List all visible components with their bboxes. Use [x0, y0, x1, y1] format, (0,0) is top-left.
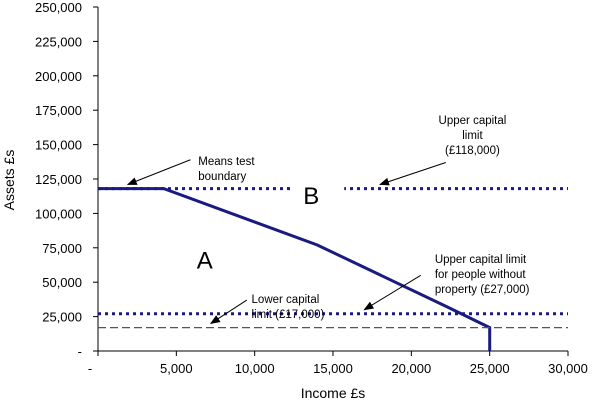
- x-tick-label: -: [88, 361, 92, 376]
- annotation-label: property (£27,000): [435, 284, 530, 296]
- y-tick-label: 175,000: [35, 103, 82, 118]
- annotation-label: Upper capital limit: [435, 254, 527, 266]
- annotation-label: boundary: [198, 171, 246, 183]
- annotation-label: limit: [462, 130, 483, 142]
- annotation-arrow: [363, 274, 421, 311]
- annotation-label: limit (£17,000): [252, 309, 325, 321]
- y-axis-title: Assets £s: [1, 150, 17, 211]
- annotation-arrow: [209, 299, 248, 325]
- annotation-label: for people without: [435, 269, 527, 281]
- y-tick-label: 225,000: [35, 34, 82, 49]
- series-layer: [98, 187, 568, 351]
- x-tick-label: 25,000: [470, 361, 510, 376]
- x-tick-label: 10,000: [235, 361, 275, 376]
- annotation-label: Lower capital: [252, 294, 320, 306]
- annotation-label: Upper capital: [439, 115, 507, 127]
- x-tick-label: 5,000: [160, 361, 193, 376]
- x-tick-label: 30,000: [548, 361, 588, 376]
- region-label-a: A: [197, 247, 213, 274]
- annotation-arrow: [126, 159, 191, 185]
- axes: - 25,000 50,000 75,000 100,000 125,000 150,000…: [35, 0, 588, 376]
- y-tick-label: -: [78, 344, 82, 359]
- x-axis-title: Income £s: [301, 385, 366, 401]
- y-tick-label: 50,000: [42, 275, 82, 290]
- annotation-label: (£118,000): [445, 145, 500, 157]
- x-tick-label: 15,000: [313, 361, 353, 376]
- y-tick-label: 150,000: [35, 138, 82, 153]
- x-tick-label: 20,000: [391, 361, 431, 376]
- region-label-b: B: [303, 183, 319, 210]
- y-tick-label: 25,000: [42, 310, 82, 325]
- means-test-boundary-line: [98, 187, 492, 351]
- y-tick-label: 75,000: [42, 241, 82, 256]
- region-label-backdrop: [292, 179, 345, 210]
- y-tick-label: 125,000: [35, 172, 82, 187]
- y-tick-label: 200,000: [35, 69, 82, 84]
- annotation-layer: Means test boundary Upper capital limit (£11…: [126, 115, 530, 325]
- region-label-layer: BA: [197, 179, 345, 274]
- y-tick-label: 250,000: [35, 0, 82, 15]
- y-tick-label: 100,000: [35, 206, 82, 221]
- annotation-label: Means test: [198, 156, 255, 168]
- annotation-arrow: [379, 162, 446, 186]
